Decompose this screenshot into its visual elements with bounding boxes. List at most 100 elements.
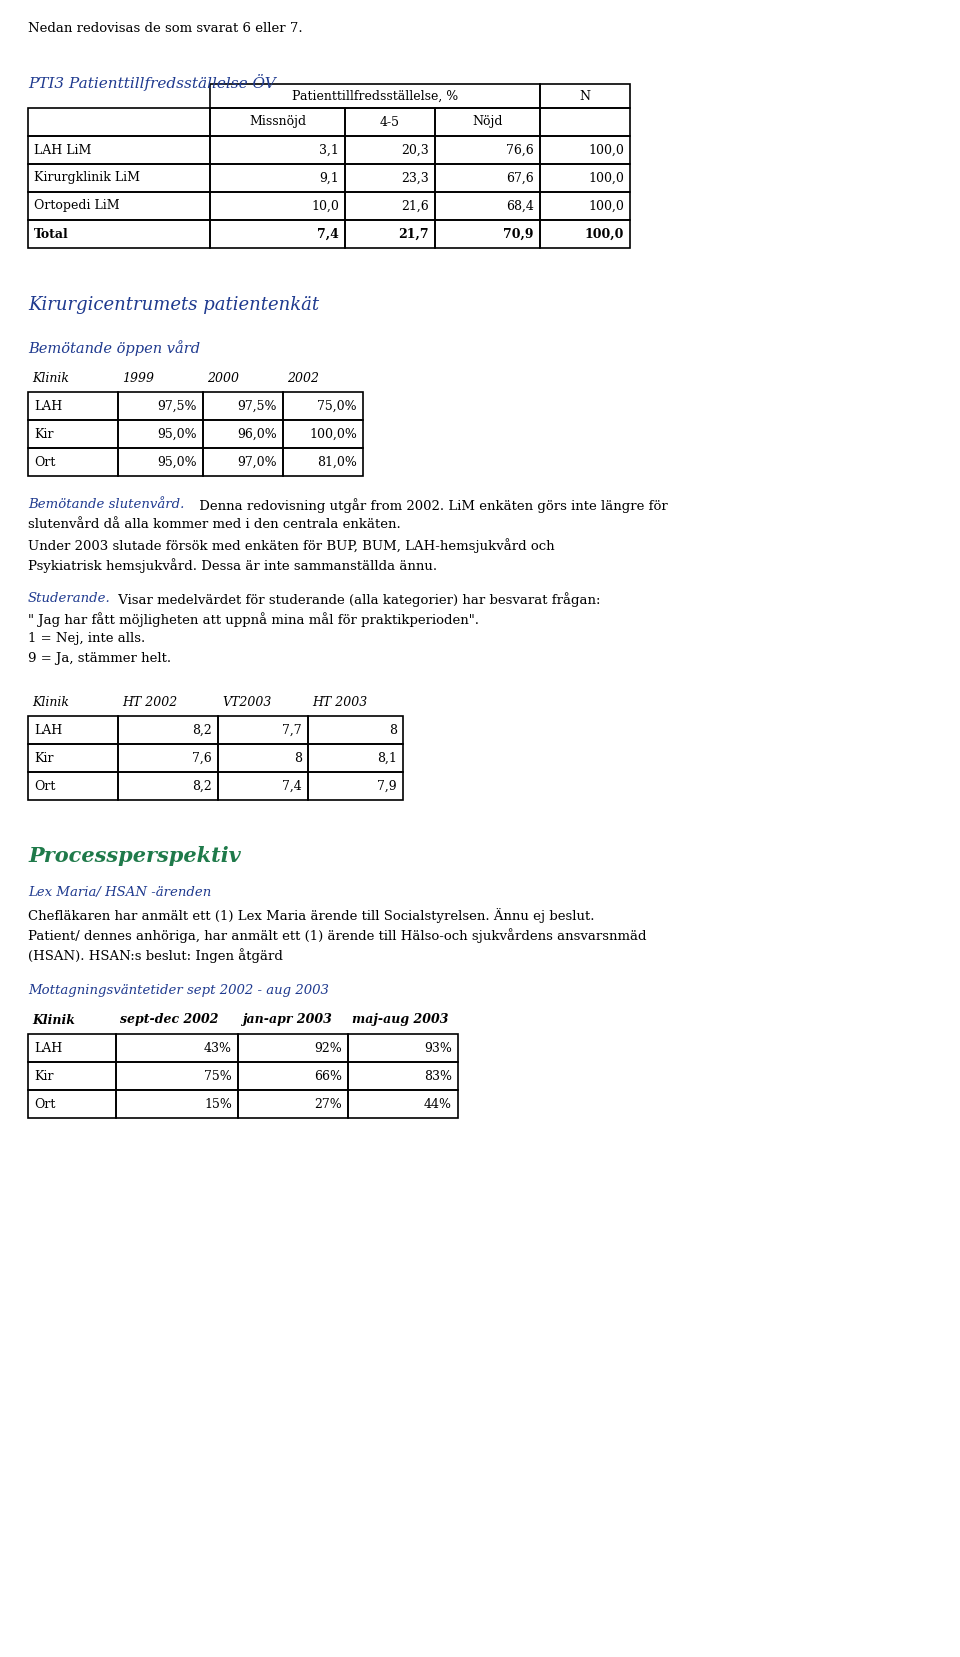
Text: Chefläkaren har anmält ett (1) Lex Maria ärende till Socialstyrelsen. Ännu ej be: Chefläkaren har anmält ett (1) Lex Maria… [28,908,594,923]
Bar [345,136,435,164]
Bar [28,772,118,800]
Text: Patienttillfredsställelse, %: Patienttillfredsställelse, % [292,89,458,103]
Text: Kir: Kir [34,1069,54,1082]
Text: 10,0: 10,0 [311,199,339,212]
Text: Klinik: Klinik [32,371,69,384]
Text: 100,0: 100,0 [588,144,624,156]
Text: 75,0%: 75,0% [318,399,357,413]
Text: 97,0%: 97,0% [237,456,277,469]
Text: 8: 8 [389,724,397,736]
Bar [118,716,218,744]
Bar [540,164,630,192]
Text: 97,5%: 97,5% [237,399,277,413]
Bar [28,447,118,476]
Text: 93%: 93% [424,1042,452,1054]
Text: 7,7: 7,7 [282,724,302,736]
Text: Ortopedi LiM: Ortopedi LiM [34,199,120,212]
Text: 3,1: 3,1 [319,144,339,156]
Bar [283,393,363,419]
Text: Patient/ dennes anhöriga, har anmält ett (1) ärende till Hälso-och sjukvårdens a: Patient/ dennes anhöriga, har anmält ett… [28,928,646,943]
Bar [345,108,435,136]
Text: 8: 8 [294,752,302,764]
Text: Missnöjd: Missnöjd [249,116,306,129]
Bar [308,772,403,800]
Bar [218,716,308,744]
Text: 81,0%: 81,0% [317,456,357,469]
Text: Lex Maria/ HSAN -ärenden: Lex Maria/ HSAN -ärenden [28,886,211,900]
Text: Psykiatrisk hemsjukvård. Dessa är inte sammanställda ännu.: Psykiatrisk hemsjukvård. Dessa är inte s… [28,558,437,573]
Bar [28,136,210,164]
Text: Klinik: Klinik [32,1014,75,1026]
Bar [203,419,283,447]
Text: Nöjd: Nöjd [472,116,503,129]
Text: N: N [580,89,590,103]
Bar [28,192,210,220]
Text: 9,1: 9,1 [320,172,339,184]
Text: 23,3: 23,3 [401,172,429,184]
Text: 100,0: 100,0 [588,172,624,184]
Text: Bemötande slutenvård.: Bemötande slutenvård. [28,499,184,510]
Bar [435,192,540,220]
Bar [283,419,363,447]
Bar [28,393,118,419]
Text: 27%: 27% [314,1097,342,1110]
Text: Ort: Ort [34,1097,56,1110]
Text: 100,0%: 100,0% [309,428,357,441]
Text: 1999: 1999 [122,371,154,384]
Text: VT2003: VT2003 [222,696,272,709]
Bar [308,716,403,744]
Text: LAH: LAH [34,1042,62,1054]
Text: 70,9: 70,9 [503,227,534,240]
Text: 68,4: 68,4 [506,199,534,212]
Text: 1 = Nej, inte alls.: 1 = Nej, inte alls. [28,631,145,645]
Text: HT 2002: HT 2002 [122,696,178,709]
Text: 2000: 2000 [207,371,239,384]
Text: 97,5%: 97,5% [157,399,197,413]
Bar [210,85,540,108]
Text: 21,7: 21,7 [398,227,429,240]
Bar [203,393,283,419]
Bar [435,108,540,136]
Text: 95,0%: 95,0% [157,456,197,469]
Bar [28,716,118,744]
Text: jan-apr 2003: jan-apr 2003 [242,1014,332,1026]
Bar [238,1062,348,1090]
Text: Studerande.: Studerande. [28,592,110,605]
Text: 9 = Ja, stämmer helt.: 9 = Ja, stämmer helt. [28,651,171,664]
Bar [210,108,345,136]
Bar [118,744,218,772]
Bar [540,220,630,249]
Text: 43%: 43% [204,1042,232,1054]
Bar [210,164,345,192]
Text: 15%: 15% [204,1097,232,1110]
Bar [28,1034,116,1062]
Text: maj-aug 2003: maj-aug 2003 [352,1014,448,1026]
Text: Denna redovisning utgår from 2002. LiM enkäten görs inte längre för: Denna redovisning utgår from 2002. LiM e… [195,499,668,514]
Text: Processperspektiv: Processperspektiv [28,847,241,867]
Text: Klinik: Klinik [32,696,69,709]
Text: 20,3: 20,3 [401,144,429,156]
Bar [435,164,540,192]
Text: Nedan redovisas de som svarat 6 eller 7.: Nedan redovisas de som svarat 6 eller 7. [28,22,302,35]
Bar [210,220,345,249]
Bar [308,744,403,772]
Text: 66%: 66% [314,1069,342,1082]
Bar [345,192,435,220]
Bar [218,744,308,772]
Bar [28,108,210,136]
Text: 7,4: 7,4 [282,779,302,792]
Text: 96,0%: 96,0% [237,428,277,441]
Bar [345,220,435,249]
Text: Mottagningsväntetider sept 2002 - aug 2003: Mottagningsväntetider sept 2002 - aug 20… [28,984,329,998]
Bar [348,1090,458,1118]
Bar [116,1062,238,1090]
Text: LAH: LAH [34,724,62,736]
Text: Total: Total [34,227,69,240]
Text: 8,2: 8,2 [192,724,212,736]
Text: sept-dec 2002: sept-dec 2002 [120,1014,219,1026]
Text: Ort: Ort [34,779,56,792]
Text: 7,4: 7,4 [317,227,339,240]
Bar [345,164,435,192]
Bar [540,85,630,108]
Text: PTI3 Patienttillfredsställelse ÖV: PTI3 Patienttillfredsställelse ÖV [28,75,276,91]
